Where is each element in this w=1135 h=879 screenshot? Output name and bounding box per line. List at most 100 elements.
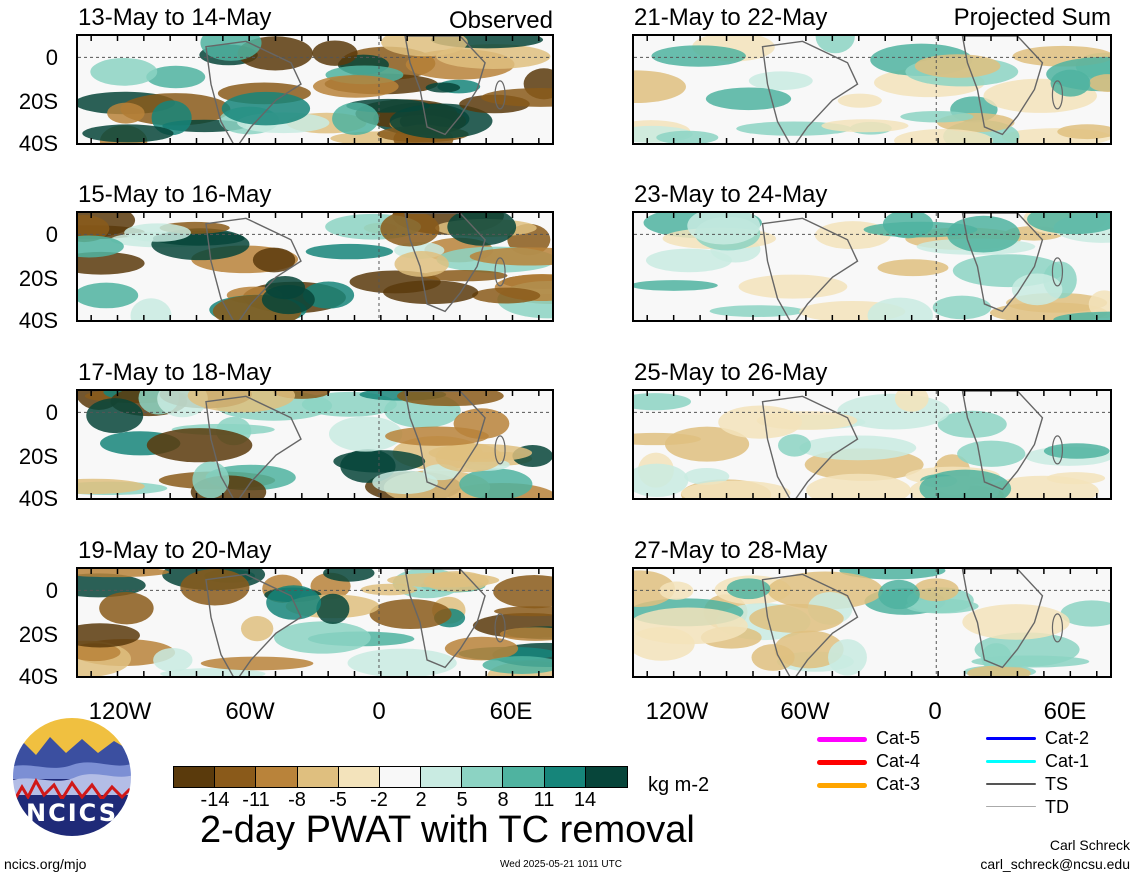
lon-label: 120W bbox=[645, 698, 709, 725]
pwat-anomaly-blob bbox=[303, 281, 355, 309]
figure-title: 2-day PWAT with TC removal bbox=[200, 809, 695, 851]
pwat-anomaly-blob bbox=[634, 280, 718, 291]
south-america-coastline bbox=[761, 573, 859, 676]
pwat-anomaly-blob bbox=[634, 70, 686, 104]
pwat-anomaly-blob bbox=[877, 259, 949, 277]
pwat-anomaly-blob bbox=[447, 213, 517, 246]
pwat-anomaly-blob bbox=[1043, 443, 1110, 459]
pwat-anomaly-blob bbox=[151, 100, 192, 136]
ncics-logo: NCICS bbox=[10, 715, 134, 839]
colorbar-label: 11 bbox=[533, 789, 555, 811]
pwat-anomaly-blob bbox=[932, 295, 992, 320]
pwat-anomaly-blob bbox=[124, 223, 191, 242]
lat-label: 40S bbox=[18, 664, 58, 689]
legend-label-cat5: Cat-5 bbox=[876, 728, 921, 748]
map-panel bbox=[76, 389, 554, 500]
colorbar-swatch bbox=[174, 767, 216, 787]
lat-label: 0 bbox=[45, 45, 58, 70]
panel-title: 17-May to 18-May bbox=[78, 359, 272, 386]
pwat-anomaly-blob bbox=[444, 636, 519, 661]
panel-title: 15-May to 16-May bbox=[78, 181, 272, 208]
colorbar bbox=[173, 766, 628, 788]
panel-title: 23-May to 24-May bbox=[634, 181, 828, 208]
pwat-anomaly-blob bbox=[381, 36, 468, 57]
south-america-coastline bbox=[761, 217, 859, 320]
south-america-coastline bbox=[205, 395, 302, 498]
pwat-anomaly-blob bbox=[160, 668, 266, 676]
pwat-anomaly-blob bbox=[863, 221, 978, 238]
colorbar-label: 14 bbox=[573, 789, 597, 811]
colorbar-unit: kg m-2 bbox=[648, 774, 710, 796]
pwat-anomaly-blob bbox=[919, 469, 1012, 498]
legend-swatch-cat3 bbox=[817, 783, 867, 788]
pwat-anomaly-blob bbox=[146, 428, 253, 463]
pwat-anomaly-blob bbox=[459, 468, 533, 498]
colorbar-label: 8 bbox=[497, 789, 509, 811]
footer-email: carl_schreck@ncsu.edu bbox=[980, 856, 1130, 872]
map-panel bbox=[632, 211, 1112, 322]
legend-swatch-cat2 bbox=[986, 737, 1036, 740]
legend-swatch-cat4 bbox=[817, 760, 867, 765]
pwat-anomaly-blob bbox=[436, 44, 551, 69]
pwat-anomaly-blob bbox=[1060, 600, 1110, 627]
lon-label: 0 bbox=[928, 698, 942, 725]
pwat-anomaly-blob bbox=[78, 478, 145, 495]
map-panel bbox=[632, 567, 1112, 678]
colorbar-swatch bbox=[462, 767, 504, 787]
pwat-anomaly-blob bbox=[421, 269, 508, 282]
pwat-anomaly-blob bbox=[1088, 74, 1110, 92]
pwat-anomaly-blob bbox=[937, 410, 1007, 438]
pwat-field bbox=[78, 391, 552, 498]
colorbar-swatch bbox=[379, 767, 422, 787]
logo-graphic bbox=[11, 716, 133, 838]
pwat-anomaly-blob bbox=[828, 639, 867, 676]
pwat-anomaly-blob bbox=[751, 644, 795, 671]
pwat-anomaly-blob bbox=[726, 578, 771, 600]
lat-label: 0 bbox=[45, 400, 58, 425]
pwat-anomaly-blob bbox=[78, 235, 124, 258]
colorbar-swatch bbox=[544, 767, 586, 787]
colorbar-swatch bbox=[256, 767, 298, 787]
colorbar-label: -8 bbox=[288, 789, 306, 811]
map-panel bbox=[632, 34, 1112, 145]
colorbar-label: -5 bbox=[329, 789, 347, 811]
pwat-anomaly-blob bbox=[180, 569, 250, 606]
pwat-anomaly-blob bbox=[99, 592, 154, 625]
legend-swatch-ts bbox=[986, 783, 1036, 785]
colorbar-label: 2 bbox=[415, 789, 427, 811]
pwat-anomaly-blob bbox=[681, 480, 791, 498]
pwat-anomaly-blob bbox=[634, 463, 689, 498]
pwat-anomaly-blob bbox=[86, 398, 144, 434]
lat-label: 40S bbox=[18, 131, 58, 156]
pwat-anomaly-blob bbox=[153, 647, 193, 672]
pwat-anomaly-blob bbox=[962, 604, 1070, 640]
madagascar-coastline bbox=[494, 613, 506, 643]
pwat-anomaly-blob bbox=[397, 391, 504, 407]
lat-label: 0 bbox=[45, 222, 58, 247]
footer-timestamp: Wed 2025-05-21 1011 UTC bbox=[500, 859, 622, 870]
pwat-anomaly-blob bbox=[634, 432, 701, 446]
madagascar-coastline bbox=[494, 257, 506, 287]
pwat-anomaly-blob bbox=[837, 93, 882, 108]
madagascar-coastline bbox=[1051, 257, 1064, 287]
pwat-anomaly-blob bbox=[987, 475, 1099, 498]
pwat-anomaly-blob bbox=[372, 470, 438, 495]
colorbar-label: -11 bbox=[242, 789, 270, 811]
pwat-field bbox=[78, 36, 552, 143]
pwat-anomaly-blob bbox=[878, 579, 920, 610]
pwat-anomaly-blob bbox=[738, 274, 848, 299]
pwat-anomaly-blob bbox=[316, 593, 350, 625]
pwat-anomaly-blob bbox=[369, 599, 452, 629]
pwat-anomaly-blob bbox=[634, 607, 748, 645]
legend-swatch-td bbox=[986, 806, 1036, 807]
africa-coastline bbox=[404, 391, 486, 491]
pwat-anomaly-blob bbox=[894, 391, 929, 412]
colorbar-label: -14 bbox=[200, 789, 230, 811]
pwat-anomaly-blob bbox=[967, 665, 1031, 676]
map-panel bbox=[76, 567, 554, 678]
pwat-anomaly-blob bbox=[894, 129, 993, 143]
pwat-anomaly-blob bbox=[261, 285, 315, 315]
africa-coastline bbox=[961, 391, 1044, 491]
pwat-anomaly-blob bbox=[900, 110, 974, 123]
pwat-anomaly-blob bbox=[914, 54, 1001, 78]
